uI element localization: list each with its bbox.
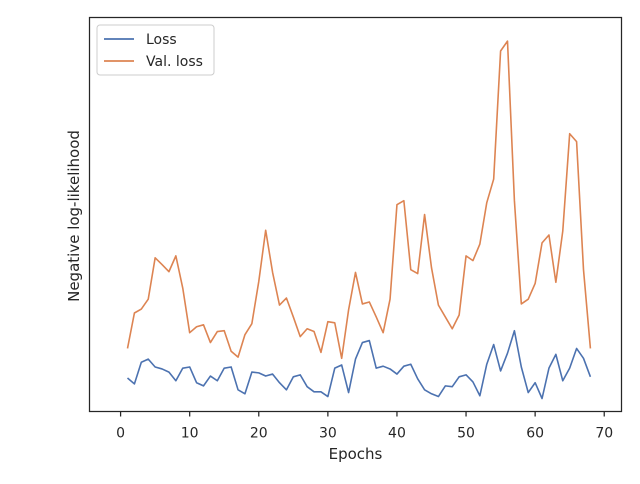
x-tick-label: 40 xyxy=(388,426,406,442)
legend-box xyxy=(96,24,215,76)
x-tick-label: 70 xyxy=(595,426,613,442)
series-layer xyxy=(126,40,592,400)
legend: Loss Val. loss xyxy=(96,24,215,76)
legend-label: Val. loss xyxy=(146,54,203,70)
legend-entries: Loss Val. loss xyxy=(104,32,203,70)
x-tick-label: 0 xyxy=(116,426,125,442)
series-line-val-loss xyxy=(126,40,592,360)
x-tick-label: 50 xyxy=(457,426,475,442)
axes-frame xyxy=(88,16,623,413)
x-tick-label: 30 xyxy=(319,426,337,442)
x-tick-label: 20 xyxy=(250,426,268,442)
x-tick-label: 10 xyxy=(181,426,199,442)
x-tick-label: 60 xyxy=(526,426,544,442)
legend-label: Loss xyxy=(146,32,177,48)
y-axis-label: Negative log-likelihood xyxy=(65,130,83,302)
series-line-loss xyxy=(126,329,592,400)
x-axis-label: Epochs xyxy=(329,445,383,463)
x-axis-ticks: 0 10 20 30 40 50 60 70 xyxy=(116,411,613,442)
